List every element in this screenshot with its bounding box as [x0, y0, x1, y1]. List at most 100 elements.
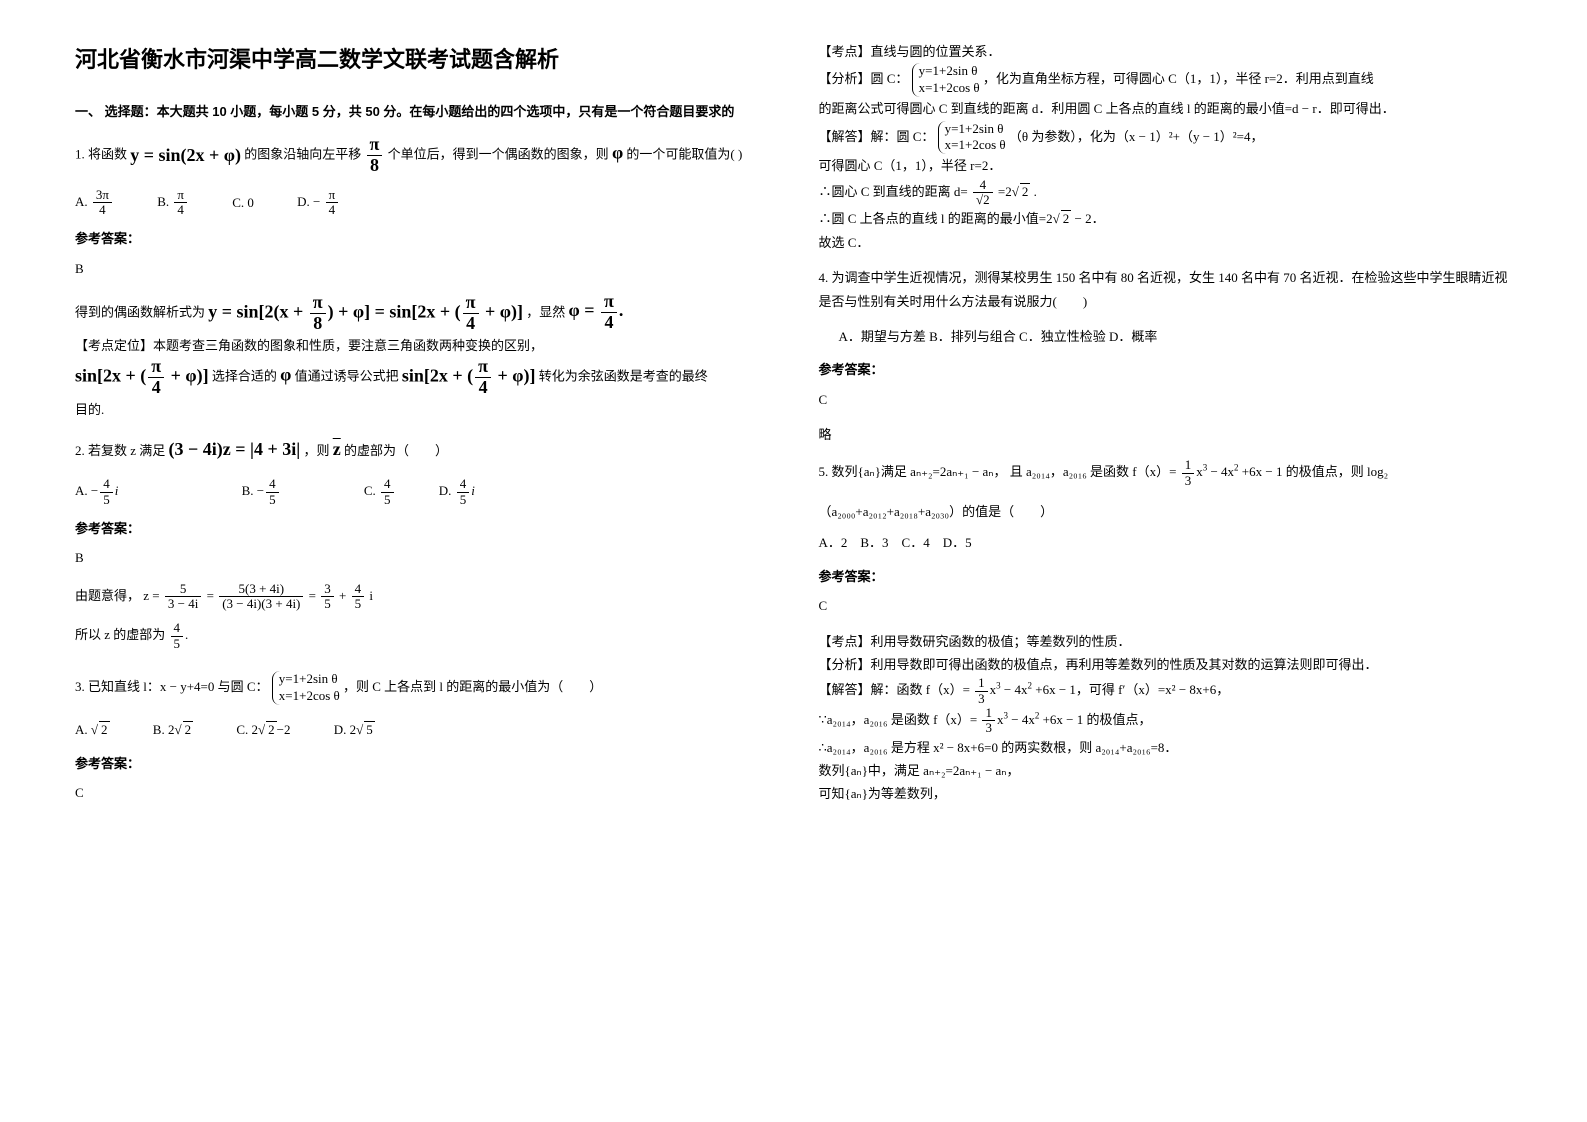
q3-jieda-line2: 可得圆心 C（1，1），半径 r=2．	[819, 154, 1513, 177]
q3-option-a: A. √2	[75, 718, 110, 741]
q3-fenxi-line2: 的距离公式可得圆心 C 到直线的距离 d．利用圆 C 上各点的直线 l 的距离的…	[819, 97, 1513, 120]
q2-step3a-num: 3	[321, 582, 334, 597]
q2-options: A. −45i B. −45 C. 45 D. 45i	[75, 477, 769, 507]
q3-dist-suffix: .	[1034, 184, 1037, 199]
document-title: 河北省衡水市河渠中学高二数学文联考试题含解析	[75, 40, 769, 80]
q3-dist-num: 4	[973, 178, 993, 193]
q3-answer: C	[75, 781, 769, 804]
page-container: 河北省衡水市河渠中学高二数学文联考试题含解析 一、 选择题：本大题共 10 小题…	[0, 0, 1587, 856]
q1-explain-phi2: φ	[280, 364, 291, 384]
q3-option-c: C. 2√2−2	[236, 718, 290, 741]
q1-stem-mid2: 个单位后，得到一个偶函数的图象，则	[388, 146, 612, 161]
q2-step-z: z	[143, 588, 149, 603]
q2-optb-den: 5	[266, 493, 279, 507]
q2-answer-label: 参考答案：	[75, 517, 769, 540]
q2-optb-num: 4	[266, 477, 279, 492]
q2-step3a-den: 5	[321, 597, 334, 611]
q1-stem-prefix: 1. 将函数	[75, 146, 130, 161]
q2-stem-suffix: 的虚部为（ ）	[344, 443, 448, 458]
left-column: 河北省衡水市河渠中学高二数学文联考试题含解析 一、 选择题：本大题共 10 小题…	[50, 40, 794, 816]
q2-optd-num: 4	[457, 477, 470, 492]
q1-explain-mid: ，显然	[526, 304, 568, 319]
q2-step1-frac: 53 − 4i	[165, 582, 201, 612]
q2-step2-frac: 5(3 + 4i)(3 − 4i)(3 + 4i)	[219, 582, 303, 612]
q5-yin-suffix: +6x − 1 的极值点，	[1043, 712, 1152, 727]
question-2: 2. 若复数 z 满足 (3 − 4i)z = |4 + 3i| ，则 z 的虚…	[75, 433, 769, 465]
q1-explain-line2: sin[2x + (π4 + φ)] 选择合适的 φ 值通过诱导公式把 sin[…	[75, 357, 769, 398]
q3-min: ∴圆 C 上各点的直线 l 的距离的最小值=2√2 − 2．	[819, 207, 1513, 230]
q1-explain-f2-num: π	[601, 292, 617, 313]
q5-f-den1: 3	[1182, 474, 1195, 488]
q2-step3b-den: 5	[352, 597, 365, 611]
q2-explain2: 所以 z 的虚部为 45.	[75, 621, 769, 651]
question-5: 5. 数列{aₙ}满足 aₙ₊₂=2aₙ₊₁ − aₙ， 且 a₂₀₁₄，a₂₀…	[819, 458, 1513, 488]
q2-option-a: A. −45i	[75, 477, 118, 507]
q1-shift-num: π	[367, 135, 383, 156]
q2-answer: B	[75, 546, 769, 569]
q3-min-prefix: ∴圆 C 上各点的直线 l 的距离的最小值=2√	[819, 211, 1060, 226]
q2-explain2-den: 5	[171, 637, 184, 651]
q2-optc-num: 4	[381, 477, 394, 492]
q5-f-frac: 13	[1182, 458, 1195, 488]
q3-option-b: B. 2√2	[153, 718, 193, 741]
q2-step-eq1: =	[152, 588, 159, 603]
q2-explain2-prefix: 所以 z 的虚部为	[75, 627, 165, 642]
q3-fenxi-suffix: ，化为直角坐标方程，可得圆心 C（1，1），半径 r=2．利用点到直线	[983, 71, 1374, 86]
q2-stem-prefix: 2. 若复数 z 满足	[75, 443, 165, 458]
q1-opta-num: 3π	[93, 188, 112, 203]
q3-jieda-prefix: 【解答】解：圆 C：	[819, 128, 935, 143]
q3-case1: y=1+2sin θ	[279, 671, 340, 688]
q5-jieda-prefix: 【解答】解：函数 f（x）=	[819, 682, 974, 697]
q2-step3a-frac: 35	[321, 582, 334, 612]
q5-yin: ∵a₂₀₁₄，a₂₀₁₆ 是函数 f（x）= 13x3 − 4x2 +6x − …	[819, 706, 1513, 736]
q1-explain2-prefix: 选择合适的	[212, 368, 280, 383]
q5-kaodian: 【考点】利用导数研究函数的极值；等差数列的性质．	[819, 630, 1513, 653]
q3-opta-prefix: A. √	[75, 722, 98, 737]
q5-jieda-num1: 1	[975, 676, 988, 691]
q5-stem-prefix: 5. 数列{aₙ}满足 aₙ₊₂=2aₙ₊₁ − aₙ， 且 a₂₀₁₄，a₂₀…	[819, 464, 1180, 479]
q3-stem-prefix: 3. 已知直线 l：x − y+4=0 与圆 C：	[75, 679, 269, 694]
q3-jieda: 【解答】解：圆 C： y=1+2sin θ x=1+2cos θ （θ 为参数）…	[819, 121, 1513, 155]
q1-explain-line3: 目的.	[75, 398, 769, 421]
q1-explain-formula2: φ = π4.	[569, 300, 624, 320]
q3-dist-val: 2	[1020, 183, 1031, 199]
q1-phi: φ	[612, 142, 623, 162]
q1-kaodian: 【考点定位】本题考查三角函数的图象和性质，要注意三角函数两种变换的区别，	[75, 334, 769, 357]
q2-option-b: B. −45	[242, 477, 281, 507]
q5-therefore3: 可知{aₙ}为等差数列，	[819, 782, 1513, 805]
q2-opta-den: 5	[100, 493, 113, 507]
q1-optd-num: π	[326, 188, 339, 203]
q3-opta-val: 2	[99, 721, 110, 737]
q1-shift-fraction: π 8	[367, 135, 383, 176]
q3-guxuan: 故选 C．	[819, 231, 1513, 254]
q2-step2-num: 5(3 + 4i)	[219, 582, 303, 597]
q5-jieda-suffix: +6x − 1，可得 f′（x）=x² − 8x+6，	[1035, 682, 1229, 697]
q1-answer: B	[75, 257, 769, 280]
q3-jieda-case2: x=1+2cos θ	[945, 137, 1006, 154]
q3-fenxi-prefix: 【分析】圆 C：	[819, 71, 909, 86]
q3-fenxi-case1: y=1+2sin θ	[919, 63, 980, 80]
q3-answer-label: 参考答案：	[75, 752, 769, 775]
q2-step-eq3: =	[309, 588, 316, 603]
q2-step2-den: (3 − 4i)(3 + 4i)	[219, 597, 303, 611]
q1-explain-f2-den: 4	[601, 313, 617, 333]
q1-optb-num: π	[174, 188, 187, 203]
q5-f-num1: 1	[1182, 458, 1195, 473]
q5-jieda: 【解答】解：函数 f（x）= 13x3 − 4x2 +6x − 1，可得 f′（…	[819, 676, 1513, 706]
q5-therefore1: ∴a₂₀₁₄，a₂₀₁₆ 是方程 x² − 8x+6=0 的两实数根，则 a₂₀…	[819, 736, 1513, 759]
q1-explain-sin1: sin[2x + (π4 + φ)]	[75, 357, 209, 398]
q1-option-b: B. π4	[157, 188, 189, 218]
q2-option-c: C. 45	[364, 477, 396, 507]
q1-optb-den: 4	[174, 203, 187, 217]
q1-explain-f2-lhs: φ =	[569, 300, 600, 320]
q4-options: A．期望与方差 B．排列与组合 C．独立性检验 D．概率	[819, 325, 1513, 348]
q1-explain-sin2: sin[2x + (π4 + φ)]	[402, 357, 536, 398]
q3-jieda-suffix: （θ 为参数），化为（x − 1）²+（y − 1）²=4，	[1009, 128, 1264, 143]
q5-yin-num1: 1	[982, 706, 995, 721]
q3-dist-den: √2	[973, 193, 993, 207]
q3-optc-suffix: −2	[277, 722, 291, 737]
q3-fenxi-case2: x=1+2cos θ	[919, 80, 980, 97]
question-3: 3. 已知直线 l：x − y+4=0 与圆 C： y=1+2sin θ x=1…	[75, 671, 769, 705]
right-column: 【考点】直线与圆的位置关系． 【分析】圆 C： y=1+2sin θ x=1+2…	[794, 40, 1538, 816]
q3-jieda-case1: y=1+2sin θ	[945, 121, 1006, 138]
